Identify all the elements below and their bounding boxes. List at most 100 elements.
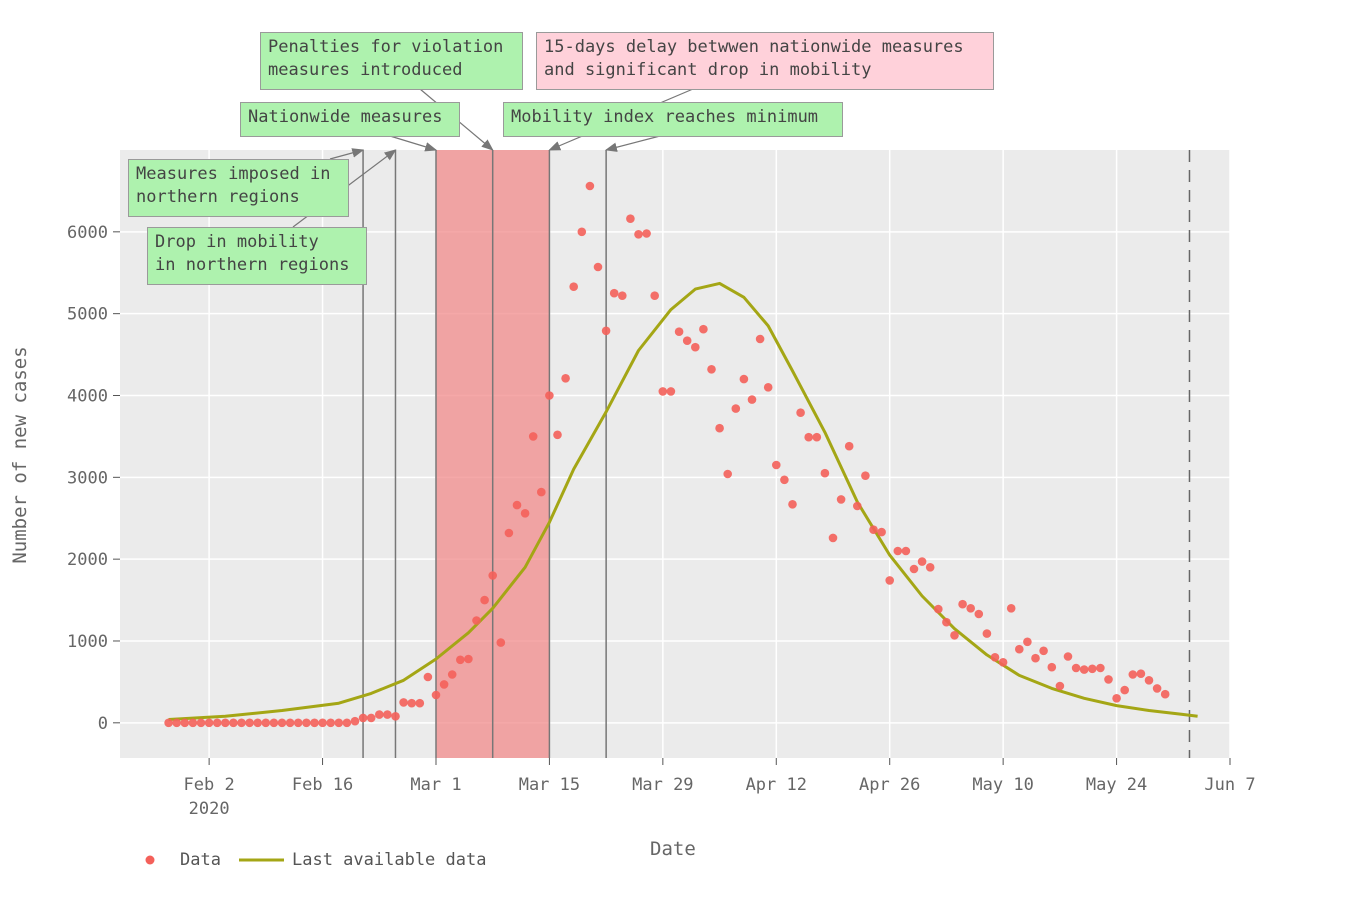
- x-tick-label: Mar 29: [632, 775, 693, 795]
- data-point: [618, 291, 627, 301]
- annotation-northern-mobility: Drop in mobility in northern regions: [147, 227, 367, 285]
- data-point: [229, 718, 238, 728]
- data-point: [901, 546, 911, 556]
- data-point: [537, 487, 546, 497]
- data-point: [958, 599, 967, 609]
- data-point: [310, 718, 319, 728]
- data-point: [723, 469, 732, 479]
- data-point: [164, 718, 173, 728]
- data-point: [788, 500, 797, 509]
- data-point: [302, 718, 311, 728]
- data-point: [415, 698, 425, 708]
- x-tick-label: Apr 12: [746, 775, 807, 795]
- data-point: [966, 604, 975, 613]
- data-point: [634, 230, 643, 239]
- data-point: [715, 423, 724, 433]
- data-point: [342, 718, 352, 728]
- data-point: [763, 383, 773, 392]
- data-point: [383, 710, 392, 719]
- data-point: [1144, 676, 1154, 685]
- data-point: [658, 387, 668, 396]
- data-point: [504, 528, 514, 538]
- data-point: [934, 604, 943, 614]
- data-point: [828, 533, 838, 543]
- y-tick-label: 6000: [67, 223, 108, 243]
- x-tick-label: Apr 26: [859, 775, 920, 795]
- data-point: [285, 718, 295, 728]
- data-point: [853, 501, 862, 511]
- data-point: [1128, 670, 1138, 679]
- annotation-nationwide: Nationwide measures: [240, 102, 460, 137]
- data-point: [1063, 652, 1073, 661]
- x-tick-label: Mar 1: [410, 775, 461, 795]
- data-point: [674, 327, 684, 337]
- data-point: [212, 718, 222, 728]
- data-point: [1120, 685, 1129, 695]
- data-point: [204, 718, 214, 728]
- y-tick-label: 3000: [67, 468, 108, 488]
- x-tick-label: Feb 16: [292, 775, 353, 795]
- data-point: [1079, 665, 1089, 674]
- data-point: [326, 718, 336, 728]
- x-tick-label: Jun 7: [1204, 775, 1255, 795]
- data-point: [609, 288, 619, 298]
- data-point: [869, 525, 878, 534]
- data-point: [480, 595, 489, 605]
- data-point: [375, 710, 384, 719]
- data-point: [861, 471, 870, 481]
- y-tick-label: 1000: [67, 632, 108, 652]
- data-point: [447, 670, 457, 679]
- data-point: [293, 718, 303, 728]
- data-point: [1152, 684, 1162, 693]
- data-point: [180, 718, 190, 728]
- x-tick-label: Mar 15: [519, 775, 580, 795]
- data-point: [820, 468, 830, 478]
- data-point: [585, 181, 595, 191]
- data-point: [237, 718, 246, 728]
- data-point: [812, 432, 822, 442]
- data-point: [318, 718, 327, 728]
- data-point: [780, 475, 789, 485]
- y-tick-label: 4000: [67, 386, 108, 406]
- data-point: [691, 342, 700, 352]
- data-point: [796, 408, 805, 418]
- data-point: [350, 716, 360, 726]
- data-point: [561, 374, 570, 383]
- data-point: [188, 718, 198, 728]
- data-point: [1136, 669, 1146, 678]
- data-point: [1006, 604, 1016, 613]
- data-point: [528, 432, 538, 441]
- data-point: [804, 432, 813, 442]
- data-point: [253, 718, 262, 728]
- x-tick-sublabel: 2020: [189, 799, 230, 819]
- legend-label-data: Data: [180, 850, 221, 870]
- data-point: [1071, 663, 1081, 673]
- annotation-arrow: [604, 135, 661, 152]
- x-tick-label: May 24: [1086, 775, 1147, 795]
- data-point: [666, 387, 676, 396]
- data-point: [1015, 644, 1024, 654]
- data-point: [1055, 681, 1065, 691]
- data-point: [553, 430, 562, 440]
- data-point: [739, 374, 749, 384]
- data-point: [707, 365, 716, 374]
- data-point: [358, 713, 368, 723]
- annotation-northern-measures: Measures imposed in northern regions: [128, 159, 349, 217]
- data-point: [407, 698, 417, 708]
- data-point: [423, 672, 433, 682]
- data-point: [245, 718, 254, 728]
- data-point: [942, 617, 951, 627]
- data-point: [472, 616, 481, 625]
- data-point: [699, 324, 708, 334]
- data-point: [464, 654, 473, 664]
- fitted-curve-line: [168, 281, 1198, 721]
- data-point: [1031, 653, 1040, 663]
- x-tick-label: Feb 2: [184, 775, 235, 795]
- data-point: [520, 509, 530, 518]
- annotation-arrow: [389, 135, 438, 152]
- data-point: [950, 631, 959, 640]
- y-tick-label: 2000: [67, 550, 108, 570]
- data-point: [925, 563, 935, 572]
- data-point: [456, 655, 465, 665]
- data-point: [747, 395, 757, 404]
